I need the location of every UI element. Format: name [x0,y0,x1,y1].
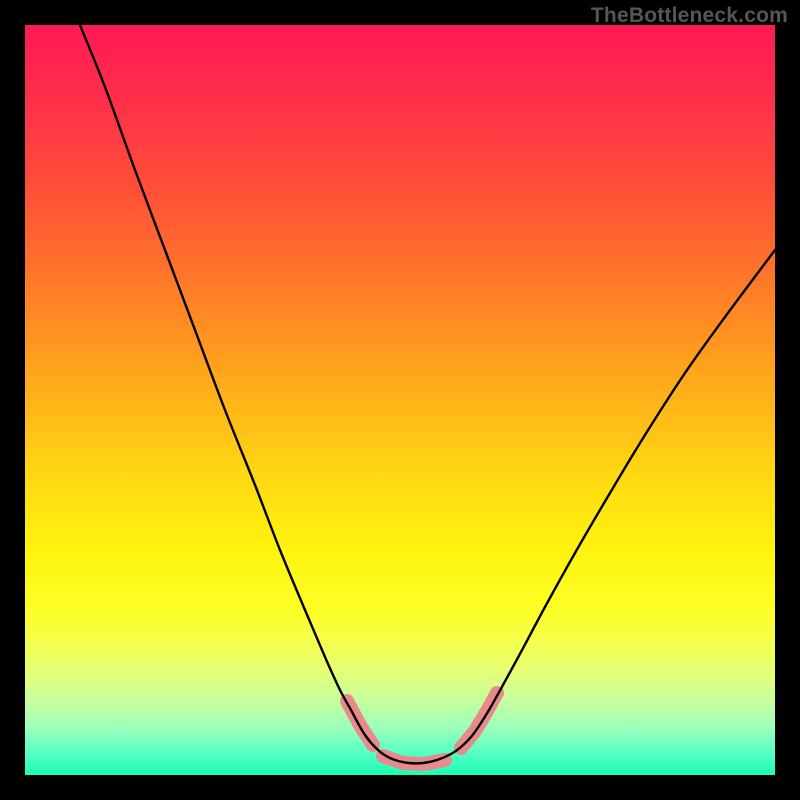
plot-svg [25,25,775,775]
chart-canvas: TheBottleneck.com [0,0,800,800]
plot-area [25,25,775,775]
gradient-background [25,25,775,775]
